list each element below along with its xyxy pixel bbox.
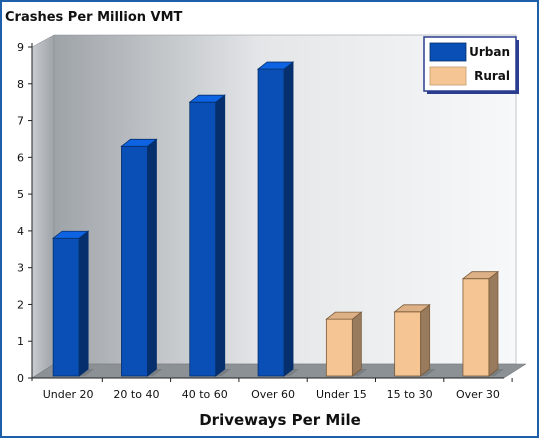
y-tick-label: 3 — [17, 262, 24, 275]
x-tick-label: 20 to 40 — [113, 388, 159, 401]
x-tick-label: 15 to 30 — [387, 388, 433, 401]
bar-side — [420, 303, 431, 377]
bar-top — [325, 311, 363, 320]
bar-6 — [393, 303, 436, 377]
bar-front — [394, 311, 422, 377]
bar-side — [351, 311, 362, 377]
bar-shadow — [352, 369, 368, 376]
bar-front — [462, 278, 490, 377]
legend-swatch-urban — [429, 42, 467, 62]
bar-top — [256, 61, 295, 70]
bar-front — [257, 68, 285, 377]
bar-shadow — [79, 369, 95, 376]
bar-side — [215, 94, 226, 377]
bar-1 — [51, 230, 95, 377]
bar-2 — [120, 138, 163, 377]
bar-front — [325, 318, 353, 377]
y-axis: 0 1 2 3 4 5 6 7 8 9 — [17, 41, 504, 385]
bar-3 — [188, 94, 231, 377]
bar-4 — [256, 61, 300, 377]
x-axis-title: Driveways Per Mile — [199, 411, 361, 429]
x-tick-label: Over 60 — [251, 388, 295, 401]
bar-shadow — [420, 369, 436, 376]
bar-front — [189, 101, 217, 377]
bar-top — [51, 230, 90, 239]
bar-side — [147, 138, 157, 377]
x-tick-label: Under 15 — [316, 388, 367, 401]
y-axis-title: Crashes Per Million VMT — [5, 10, 183, 25]
bar-shadow — [215, 369, 231, 376]
bar-shadow — [284, 369, 300, 376]
bar-5 — [325, 311, 368, 377]
x-tick-label: Under 20 — [43, 388, 94, 401]
bar-front — [121, 145, 148, 377]
y-tick-label: 5 — [17, 188, 24, 201]
legend-label-rural: Rural — [474, 69, 510, 83]
bar-side — [78, 230, 89, 377]
y-tick-label: 0 — [17, 372, 24, 385]
legend: Urban Rural — [423, 36, 519, 94]
bar-top — [188, 94, 226, 103]
bar-side — [283, 61, 294, 377]
bars — [51, 61, 504, 377]
y-tick-label: 6 — [17, 151, 24, 164]
y-tick-label: 9 — [17, 41, 24, 54]
bar-top — [393, 304, 431, 313]
x-tick-label: Over 30 — [456, 388, 500, 401]
bar-top — [120, 138, 158, 147]
legend-label-urban: Urban — [469, 45, 510, 59]
x-tick-label: 40 to 60 — [182, 388, 228, 401]
bar-front — [52, 237, 80, 377]
bar-shadow — [488, 369, 504, 376]
y-tick-label: 7 — [17, 115, 24, 128]
bar-7 — [461, 270, 504, 377]
y-tick-label: 4 — [17, 225, 24, 238]
y-tick-label: 2 — [17, 298, 24, 311]
bar-top — [461, 271, 500, 280]
x-tick-labels: Under 20 20 to 40 40 to 60 Over 60 Under 15 1… — [43, 378, 513, 401]
y-tick-label: 8 — [17, 78, 24, 91]
bar-side — [488, 270, 499, 377]
legend-swatch-rural — [429, 66, 467, 86]
bar-shadow — [147, 369, 163, 376]
side-wall — [31, 34, 55, 379]
y-tick-label: 1 — [17, 335, 24, 348]
